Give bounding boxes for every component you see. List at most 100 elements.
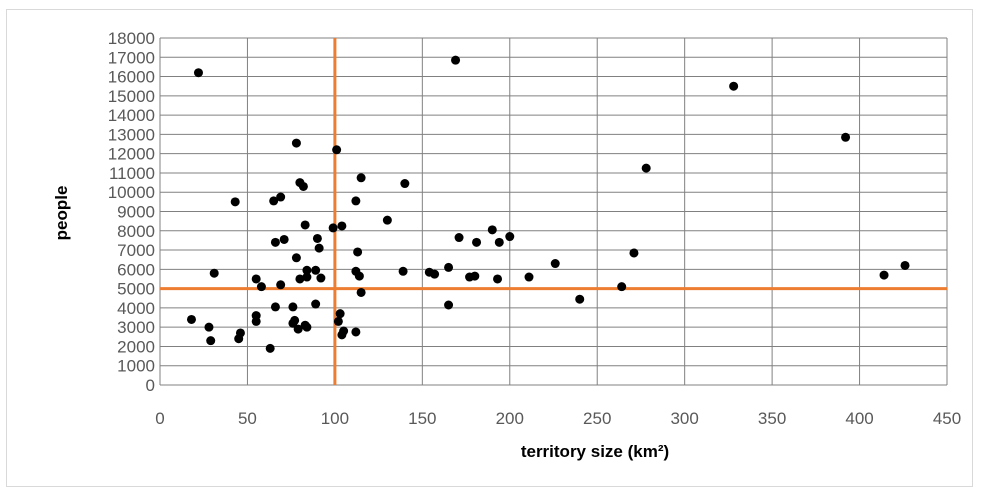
chart-frame: [6, 9, 973, 487]
y-tick-label: 17000: [108, 48, 155, 67]
data-point: [291, 138, 301, 148]
reference-lines: [160, 38, 947, 385]
y-tick-label: 0: [146, 376, 155, 395]
data-point: [356, 173, 366, 183]
x-tick-label: 0: [155, 409, 164, 428]
y-tick-label: 4000: [117, 299, 155, 318]
y-tick-label: 9000: [117, 203, 155, 222]
data-point: [729, 81, 739, 91]
data-point: [641, 163, 651, 173]
data-point: [290, 315, 300, 325]
y-tick-label: 18000: [108, 29, 155, 48]
x-tick-label: 50: [238, 409, 257, 428]
y-tick-label: 6000: [117, 260, 155, 279]
data-point: [300, 220, 310, 230]
x-tick-label: 100: [321, 409, 349, 428]
data-point: [230, 197, 240, 207]
x-tick-label: 300: [670, 409, 698, 428]
data-point: [337, 221, 347, 231]
data-point: [311, 299, 321, 309]
data-point: [454, 233, 464, 243]
x-tick-label: 350: [758, 409, 786, 428]
y-tick-label: 15000: [108, 87, 155, 106]
data-point: [382, 215, 392, 225]
data-point: [276, 192, 286, 202]
data-point: [354, 271, 364, 281]
data-point: [270, 237, 280, 247]
data-point: [209, 268, 219, 278]
data-point: [487, 225, 497, 235]
data-point: [879, 270, 889, 280]
x-tick-label: 200: [496, 409, 524, 428]
data-point: [186, 314, 196, 324]
data-point: [351, 327, 361, 337]
data-point: [351, 196, 361, 206]
y-tick-label: 5000: [117, 280, 155, 299]
data-point: [298, 181, 308, 191]
data-point: [206, 336, 216, 346]
data-point: [494, 237, 504, 247]
x-tick-labels: 0 50 100 150 200 250 300 350 400 450: [155, 409, 961, 428]
data-point: [900, 260, 910, 270]
data-point: [493, 274, 503, 284]
data-point: [293, 324, 303, 334]
data-point: [444, 262, 454, 272]
x-tick-label: 150: [408, 409, 436, 428]
data-points: [186, 55, 910, 353]
data-point: [400, 179, 410, 189]
data-point: [470, 271, 480, 281]
data-point: [235, 328, 245, 338]
grid: [159, 37, 948, 386]
data-point: [311, 265, 321, 275]
data-point: [617, 282, 627, 292]
y-tick-label: 16000: [108, 68, 155, 87]
data-point: [353, 247, 363, 257]
data-point: [339, 326, 349, 336]
data-point: [332, 145, 342, 155]
data-point: [451, 55, 461, 65]
y-tick-label: 2000: [117, 337, 155, 356]
data-point: [276, 280, 286, 290]
y-tick-label: 12000: [108, 145, 155, 164]
data-point: [302, 272, 312, 282]
data-point: [302, 322, 312, 332]
data-point: [335, 309, 345, 319]
y-tick-label: 13000: [108, 125, 155, 144]
data-point: [251, 316, 261, 326]
data-point: [328, 223, 338, 233]
data-point: [524, 272, 534, 282]
data-point: [193, 68, 203, 78]
data-point: [270, 302, 280, 312]
x-tick-label: 250: [583, 409, 611, 428]
data-point: [265, 343, 275, 353]
y-tick-label: 3000: [117, 318, 155, 337]
y-tick-label: 14000: [108, 106, 155, 125]
x-tick-label: 400: [845, 409, 873, 428]
data-point: [269, 196, 279, 206]
y-tick-label: 8000: [117, 222, 155, 241]
data-point: [550, 259, 560, 269]
x-axis-title: territory size (km²): [521, 442, 669, 461]
data-point: [505, 232, 515, 242]
y-tick-label: 11000: [109, 164, 155, 183]
data-point: [356, 287, 366, 297]
data-point: [629, 248, 639, 258]
y-tick-label: 10000: [108, 183, 155, 202]
data-point: [288, 302, 298, 312]
data-point: [295, 274, 305, 284]
data-point: [472, 237, 482, 247]
data-point: [316, 273, 326, 283]
data-point: [256, 282, 266, 292]
data-point: [302, 265, 312, 275]
data-point: [841, 132, 851, 142]
y-tick-labels: 0100020003000400050006000700080009000100…: [108, 29, 155, 395]
data-point: [398, 266, 408, 276]
data-point: [575, 294, 585, 304]
y-axis-title: people: [52, 186, 71, 241]
data-point: [291, 253, 301, 263]
data-point: [430, 269, 440, 279]
data-point: [333, 316, 343, 326]
x-tick-label: 450: [933, 409, 961, 428]
data-point: [204, 322, 214, 332]
